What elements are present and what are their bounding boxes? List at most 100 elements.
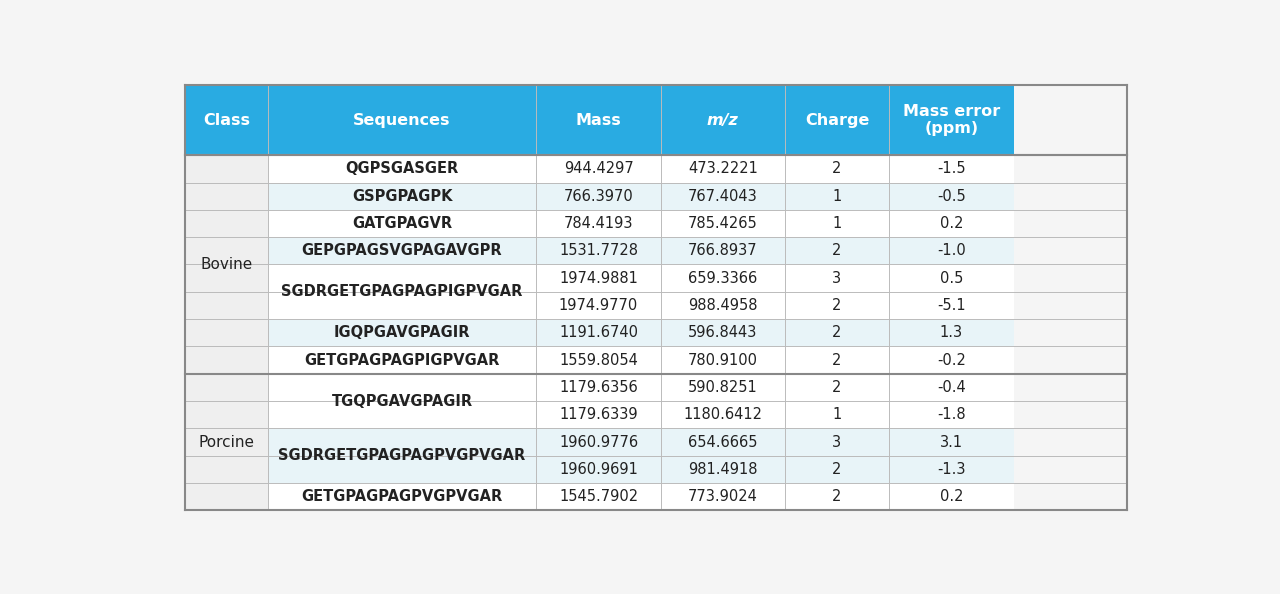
Text: 1: 1 (832, 189, 841, 204)
Bar (184, 155, 268, 374)
Bar (888, 346, 1014, 374)
Text: 2: 2 (832, 380, 842, 395)
Text: 590.8251: 590.8251 (689, 380, 758, 395)
Text: -1.5: -1.5 (937, 162, 965, 176)
Bar (888, 210, 1014, 237)
Text: 3: 3 (832, 271, 841, 286)
Text: 1180.6412: 1180.6412 (684, 407, 763, 422)
Bar (888, 237, 1014, 264)
Bar (785, 237, 888, 264)
Bar (888, 182, 1014, 210)
Bar (184, 85, 268, 155)
Bar (785, 182, 888, 210)
Text: Class: Class (202, 113, 250, 128)
Bar (660, 210, 785, 237)
Bar (536, 456, 660, 483)
Text: Porcine: Porcine (198, 435, 255, 450)
Text: 659.3366: 659.3366 (689, 271, 758, 286)
Text: 2: 2 (832, 298, 842, 313)
Text: -1.3: -1.3 (937, 462, 965, 477)
Text: 1531.7728: 1531.7728 (559, 244, 637, 258)
Bar (660, 428, 785, 456)
Text: 596.8443: 596.8443 (689, 326, 758, 340)
Bar (536, 237, 660, 264)
Bar (660, 292, 785, 319)
Bar (785, 374, 888, 401)
Bar (785, 210, 888, 237)
Bar (888, 401, 1014, 428)
Bar (785, 401, 888, 428)
Bar (785, 292, 888, 319)
Text: 2: 2 (832, 462, 842, 477)
Text: 1974.9770: 1974.9770 (559, 298, 639, 313)
Text: GEPGPAGSVGPAGAVGPR: GEPGPAGSVGPAGAVGPR (302, 244, 502, 258)
Bar (268, 401, 536, 428)
Bar (268, 483, 536, 510)
Text: 1960.9776: 1960.9776 (559, 435, 637, 450)
Text: 473.2221: 473.2221 (687, 162, 758, 176)
Bar (785, 85, 888, 155)
Bar (785, 456, 888, 483)
Bar (660, 264, 785, 292)
Bar (888, 319, 1014, 346)
Text: 766.3970: 766.3970 (563, 189, 634, 204)
Bar (268, 292, 536, 319)
Text: QGPSGASGER: QGPSGASGER (346, 162, 458, 176)
Text: 654.6665: 654.6665 (689, 435, 758, 450)
Text: SGDRGETGPAGPAGPVGPVGAR: SGDRGETGPAGPAGPVGPVGAR (278, 448, 526, 463)
Text: 1179.6339: 1179.6339 (559, 407, 637, 422)
Text: 2: 2 (832, 353, 842, 368)
Bar (660, 374, 785, 401)
Text: 773.9024: 773.9024 (687, 489, 758, 504)
Bar (660, 401, 785, 428)
Text: 1559.8054: 1559.8054 (559, 353, 637, 368)
Bar (268, 85, 536, 155)
Bar (268, 237, 536, 264)
Text: -1.8: -1.8 (937, 407, 965, 422)
Bar (660, 483, 785, 510)
Bar (785, 346, 888, 374)
Text: -0.4: -0.4 (937, 380, 966, 395)
Bar (888, 292, 1014, 319)
Text: GETGPAGPAGPVGPVGAR: GETGPAGPAGPVGPVGAR (301, 489, 503, 504)
Text: 1960.9691: 1960.9691 (559, 462, 637, 477)
Text: 766.8937: 766.8937 (689, 244, 758, 258)
Bar (785, 264, 888, 292)
Text: -1.0: -1.0 (937, 244, 966, 258)
Bar (268, 319, 536, 346)
Text: 1191.6740: 1191.6740 (559, 326, 637, 340)
Text: 1974.9881: 1974.9881 (559, 271, 637, 286)
Text: Bovine: Bovine (200, 257, 252, 272)
Text: GSPGPAGPK: GSPGPAGPK (352, 189, 452, 204)
Text: 1545.7902: 1545.7902 (559, 489, 637, 504)
Bar (660, 456, 785, 483)
Bar (536, 155, 660, 182)
Bar (888, 456, 1014, 483)
Bar (536, 210, 660, 237)
Text: 2: 2 (832, 162, 842, 176)
Bar (660, 237, 785, 264)
Bar (660, 85, 785, 155)
Text: 1179.6356: 1179.6356 (559, 380, 637, 395)
Bar (536, 483, 660, 510)
Bar (785, 483, 888, 510)
Bar (888, 85, 1014, 155)
Text: m/z: m/z (707, 113, 739, 128)
Bar (785, 428, 888, 456)
Bar (268, 428, 536, 456)
Bar (888, 428, 1014, 456)
Bar (536, 428, 660, 456)
Bar (536, 292, 660, 319)
Text: 767.4043: 767.4043 (689, 189, 758, 204)
Text: 785.4265: 785.4265 (689, 216, 758, 231)
Bar (268, 374, 536, 401)
Bar (888, 483, 1014, 510)
Text: Mass: Mass (576, 113, 621, 128)
Text: 3.1: 3.1 (940, 435, 963, 450)
Text: -5.1: -5.1 (937, 298, 965, 313)
Text: Sequences: Sequences (353, 113, 451, 128)
Bar (268, 346, 536, 374)
Text: TGQPGAVGPAGIR: TGQPGAVGPAGIR (332, 394, 472, 409)
Text: GETGPAGPAGPIGPVGAR: GETGPAGPAGPIGPVGAR (305, 353, 499, 368)
Bar (268, 182, 536, 210)
